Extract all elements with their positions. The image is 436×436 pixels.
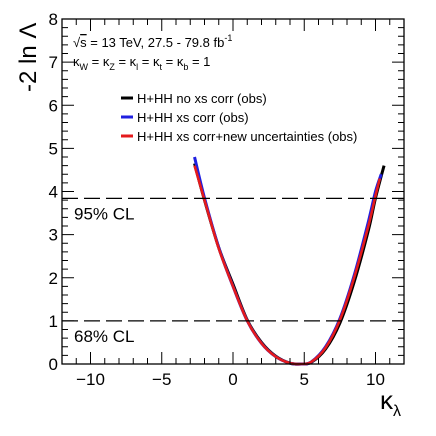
energy-label: √s = 13 TeV, 27.5 - 79.8 fb-1: [73, 33, 232, 50]
coupling-label: κW = κZ = κl = κt = κb = 1: [73, 54, 210, 72]
y-tick-label: 4: [49, 183, 58, 202]
energy-text: = 13 TeV, 27.5 - 79.8 fb: [87, 35, 225, 50]
luminosity-exponent: -1: [224, 33, 232, 43]
coupling-symbol: = κ: [88, 54, 110, 69]
y-axis-title: -2 ln Λ: [15, 23, 42, 92]
sqrt-symbol: √: [73, 35, 81, 50]
coupling-subscript: Z: [109, 62, 115, 72]
coupling-symbol: = κ: [115, 54, 137, 69]
legend-label: H+HH no xs corr (obs): [137, 91, 267, 106]
y-tick-label: 0: [49, 355, 58, 374]
reference-lines: 95% CL 68% CL: [62, 197, 404, 346]
coupling-subscript: b: [183, 62, 188, 72]
series-layer: [193, 156, 386, 366]
y-tick-label: 7: [49, 53, 58, 72]
legend-label: H+HH xs corr (obs): [137, 110, 249, 125]
coupling-subscript: t: [159, 62, 162, 72]
coupling-symbol: = κ: [162, 54, 184, 69]
x-axis-title: κλ: [380, 385, 401, 420]
x-tick-label: −10: [76, 370, 105, 389]
y-tick-label: 5: [49, 139, 58, 158]
series-line: [193, 165, 382, 366]
reference-line-label: 68% CL: [74, 327, 134, 346]
reference-line-label: 95% CL: [74, 204, 134, 223]
y-tick-label: 3: [49, 226, 58, 245]
legend-label: H+HH xs corr+new uncertainties (obs): [137, 129, 357, 144]
x-tick-label: −5: [152, 370, 171, 389]
axis-ticks: −10 −5 0 5 10 0 1 2 3 4 5 6 7 8: [49, 10, 405, 389]
x-tick-label: 0: [228, 370, 237, 389]
legend: H+HH no xs corr (obs) H+HH xs corr (obs) H…: [121, 91, 357, 144]
y-tick-label: 6: [49, 96, 58, 115]
coupling-subscript: W: [80, 62, 89, 72]
coupling-subscript: l: [136, 62, 138, 72]
coupling-symbol: κ: [73, 54, 80, 69]
x-tick-label: 10: [366, 370, 385, 389]
sqrt-argument: s: [80, 35, 87, 50]
coupling-value: = 1: [188, 54, 210, 69]
y-tick-label: 2: [49, 269, 58, 288]
y-tick-label: 1: [49, 312, 58, 331]
coupling-symbol: = κ: [138, 54, 160, 69]
x-axis-title-main: κ: [380, 385, 394, 415]
x-axis-title-subscript: λ: [393, 403, 401, 420]
y-tick-label: 8: [49, 10, 58, 29]
x-tick-label: 5: [300, 370, 309, 389]
